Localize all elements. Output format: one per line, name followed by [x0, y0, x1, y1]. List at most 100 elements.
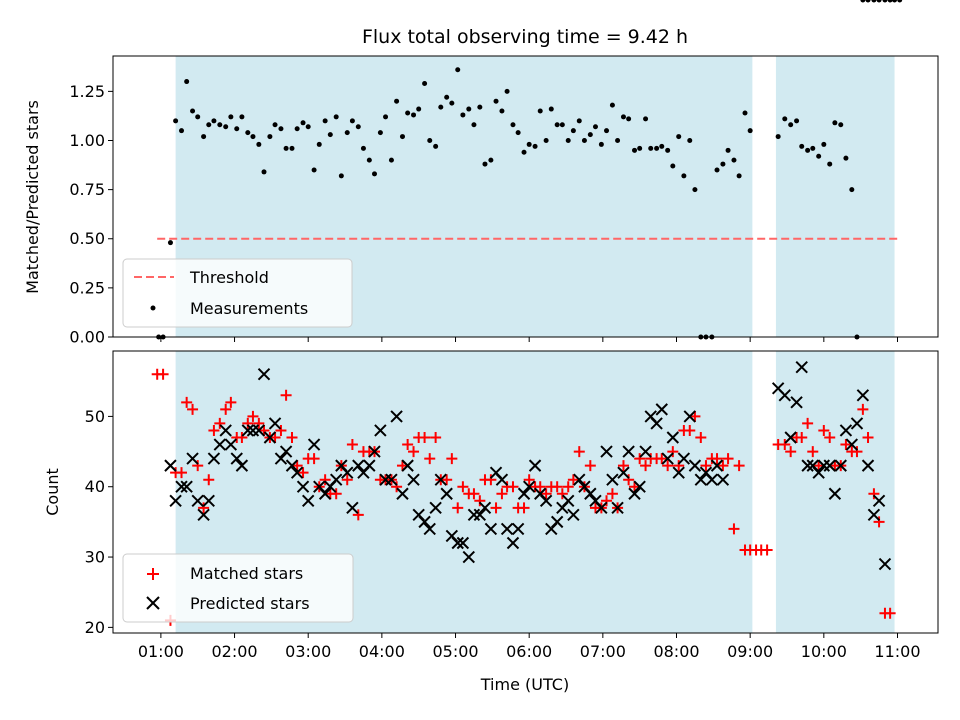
predicted-star-point — [528, 459, 542, 472]
predicted-star-point — [677, 452, 691, 465]
predicted-star-point — [705, 473, 719, 486]
matched-star-point — [408, 446, 420, 458]
measurement-point — [692, 187, 698, 193]
measurement-point — [422, 81, 428, 87]
measurement-point — [747, 128, 753, 134]
measurement-point — [587, 132, 593, 138]
predicted-star-point — [573, 473, 586, 486]
matched-star-point — [656, 453, 668, 465]
predicted-star-point — [661, 452, 674, 465]
matched-star-point — [518, 502, 530, 514]
predicted-star-point — [622, 445, 635, 458]
predicted-star-point — [617, 466, 630, 479]
measurement-point — [405, 110, 411, 116]
matched-star-point — [573, 446, 585, 458]
predicted-star-point — [861, 459, 875, 472]
matched-star-point — [275, 424, 287, 436]
matched-star-point — [824, 431, 836, 443]
measurement-point — [559, 122, 565, 128]
matched-star-point — [258, 424, 270, 436]
predicted-star-point — [224, 438, 238, 451]
measurement-point — [570, 128, 576, 134]
measurement-point — [305, 124, 311, 130]
measurement-point — [576, 118, 582, 124]
measurement-point — [515, 130, 521, 136]
matched-star-point — [187, 403, 199, 415]
measurement-point — [349, 118, 355, 124]
matched-star-point — [269, 431, 281, 443]
measurement-point — [179, 128, 185, 134]
x-tick-label: 04:00 — [359, 642, 405, 661]
predicted-star-point — [296, 480, 310, 493]
matched-star-point — [341, 474, 353, 486]
predicted-star-point — [688, 459, 702, 472]
matched-star-point — [807, 446, 819, 458]
predicted-star-point — [301, 494, 315, 507]
y-tick-label: 30 — [85, 548, 105, 567]
predicted-star-point — [379, 473, 392, 486]
measurement-point — [565, 137, 571, 143]
measurement-point — [195, 114, 201, 120]
predicted-star-point — [716, 473, 730, 486]
predicted-star-point — [440, 487, 453, 500]
matched-star-point — [474, 495, 486, 507]
measurement-point — [554, 122, 560, 128]
x-tick-label: 11:00 — [874, 642, 920, 661]
measurement-point — [250, 134, 256, 140]
measurement-point — [278, 126, 284, 132]
matched-star-point — [584, 460, 596, 472]
legend-matched-swatch — [147, 568, 159, 580]
matched-star-point — [761, 544, 773, 556]
predicted-star-point — [423, 522, 436, 536]
y-tick-label: 0.00 — [69, 328, 105, 347]
predicted-star-point — [191, 494, 204, 507]
measurement-point — [687, 137, 693, 143]
predicted-star-point — [241, 424, 255, 437]
predicted-star-point — [456, 536, 470, 550]
predicted-star-point — [346, 501, 359, 515]
predicted-star-point — [285, 459, 299, 472]
ratio-panel-frame — [112, 55, 939, 338]
matched-star-point — [203, 474, 215, 486]
matched-star-point — [220, 403, 232, 415]
x-tick-label: 07:00 — [580, 642, 626, 661]
ratio-legend-box — [122, 258, 353, 328]
measurement-point — [816, 153, 822, 159]
measurement-point — [239, 114, 245, 120]
measurement-point — [887, 0, 893, 3]
measurement-point — [532, 143, 538, 149]
matched-star-point — [868, 488, 880, 500]
legend-predicted-label: Predicted stars — [190, 594, 310, 613]
measurement-point — [676, 134, 682, 140]
matched-star-point — [556, 488, 568, 500]
measurement-point — [300, 120, 306, 126]
predicted-star-point — [268, 417, 282, 430]
predicted-star-point — [633, 480, 646, 493]
measurement-point — [504, 88, 510, 94]
legend-measurements-swatch — [150, 305, 156, 311]
matched-star-point — [540, 488, 552, 500]
matched-star-point — [402, 439, 414, 451]
measurement-point — [322, 118, 328, 124]
measurement-point — [537, 108, 543, 114]
measurement-point — [466, 106, 472, 112]
measurement-point — [865, 0, 871, 3]
measurement-point — [399, 134, 405, 140]
predicted-star-point — [517, 487, 531, 500]
matched-star-point — [396, 460, 408, 472]
measurement-point — [383, 114, 389, 120]
measurement-point — [366, 157, 372, 163]
measurement-point — [897, 0, 903, 3]
measurement-point — [488, 157, 494, 163]
x-axis-ticks-top — [160, 337, 898, 342]
matched-star-point — [711, 453, 723, 465]
y-tick-label: 0.50 — [69, 229, 105, 248]
measurement-point — [173, 118, 179, 124]
measurement-point — [377, 130, 383, 136]
measurement-point — [460, 112, 466, 118]
predicted-star-point — [352, 459, 365, 472]
matched-star-point — [534, 481, 546, 493]
measurement-point — [526, 141, 532, 147]
measurement-point — [333, 114, 339, 120]
matched-star-point — [728, 523, 740, 535]
